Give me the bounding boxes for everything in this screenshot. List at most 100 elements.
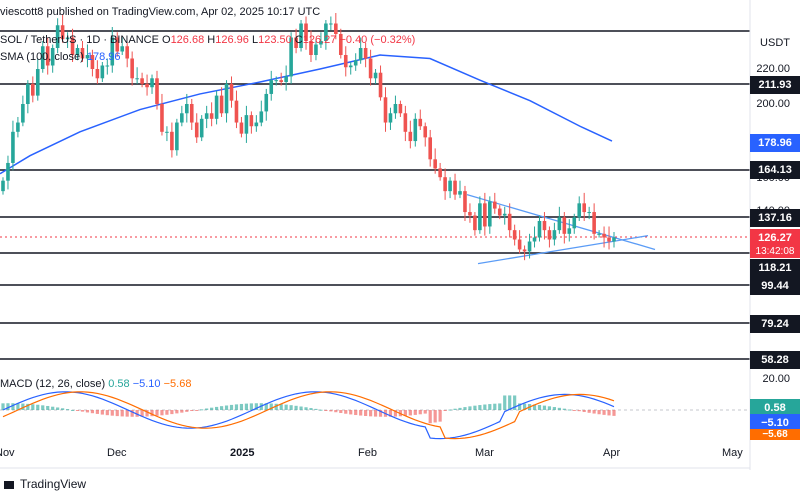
candle-body bbox=[378, 72, 383, 98]
macd-hist-bar bbox=[557, 407, 561, 410]
candle-body bbox=[463, 191, 467, 213]
candle-body bbox=[110, 37, 115, 66]
time-label-feb: Feb bbox=[358, 447, 377, 459]
ohlc-c-label: C bbox=[294, 34, 303, 46]
macd-hist-bar bbox=[453, 408, 457, 410]
macd-hist-bar bbox=[393, 410, 398, 417]
macd-hist-bar bbox=[219, 406, 224, 410]
candle-body bbox=[299, 23, 303, 48]
candle-body bbox=[130, 58, 134, 79]
sma-legend[interactable]: SMA (100, close) 178.96 bbox=[0, 51, 120, 63]
macd-hist-bar bbox=[413, 410, 417, 415]
candle-body bbox=[214, 95, 219, 119]
macd-hist-bar bbox=[388, 410, 393, 417]
macd-hist-bar bbox=[329, 410, 333, 412]
macd-hist-bar bbox=[373, 410, 378, 417]
macd-hist-bar bbox=[46, 405, 50, 410]
candle-body bbox=[458, 191, 462, 195]
tradingview-logo[interactable]: TradingView bbox=[4, 477, 86, 491]
level-tag-211: 211.93 bbox=[750, 76, 800, 94]
tradingview-logo-icon bbox=[4, 480, 14, 489]
candle-body bbox=[65, 37, 70, 40]
candle-body bbox=[448, 180, 452, 192]
macd-hist-bar bbox=[532, 404, 537, 410]
candle-body bbox=[135, 78, 139, 80]
candle-body bbox=[175, 122, 179, 151]
macd-hist-bar bbox=[105, 410, 109, 416]
macd-hist-bar bbox=[175, 410, 179, 414]
macd-hist-bar bbox=[503, 395, 507, 410]
macd-hist-bar bbox=[319, 409, 323, 411]
price-tag: 126.27 bbox=[750, 229, 800, 247]
macd-hist-bar bbox=[264, 403, 268, 410]
macd-hist-bar bbox=[522, 403, 527, 410]
macd-hist-bar bbox=[61, 408, 65, 410]
macd-hist-bar bbox=[552, 407, 556, 410]
candle-body bbox=[279, 80, 283, 83]
candle-body bbox=[443, 177, 447, 192]
ohlc-l-value: 123.50 bbox=[258, 34, 292, 46]
macd-hist-bar bbox=[269, 403, 273, 410]
macd-legend-signal: −5.68 bbox=[163, 378, 192, 390]
macd-line bbox=[2, 391, 615, 440]
candle-body bbox=[483, 203, 487, 227]
candle-body bbox=[547, 230, 552, 240]
macd-hist-bar bbox=[344, 410, 348, 414]
candle-body bbox=[522, 249, 527, 252]
candle-body bbox=[26, 83, 30, 104]
candle-body bbox=[497, 208, 502, 216]
candle-body bbox=[473, 215, 477, 231]
macd-legend-hist: 0.58 bbox=[108, 378, 130, 390]
candle-body bbox=[502, 213, 507, 216]
macd-hist-bar bbox=[254, 403, 258, 410]
macd-hist-bar bbox=[1, 403, 5, 410]
macd-hist-bar bbox=[11, 403, 15, 410]
candle-body bbox=[209, 113, 214, 119]
level-tag-58: 58.28 bbox=[750, 351, 800, 369]
candle-body bbox=[383, 97, 388, 123]
candle-body bbox=[189, 104, 194, 123]
macd-hist-bar bbox=[537, 405, 542, 410]
macd-hist-bar bbox=[483, 404, 487, 410]
macd-hist-bar bbox=[41, 405, 45, 410]
macd-hist-bar bbox=[289, 405, 293, 410]
candle-body bbox=[324, 23, 328, 41]
macd-hist-bar bbox=[120, 410, 124, 417]
candle-body bbox=[170, 131, 174, 151]
macd-hist-bar bbox=[210, 407, 214, 410]
candle-body bbox=[304, 23, 308, 41]
macd-hist-bar bbox=[498, 403, 502, 410]
candle-body bbox=[294, 37, 298, 48]
candle-body bbox=[6, 162, 10, 181]
macd-hist-bar bbox=[597, 410, 601, 415]
macd-hist-bar bbox=[463, 407, 467, 410]
macd-legend[interactable]: MACD (12, 26, close) 0.58 −5.10 −5.68 bbox=[0, 378, 191, 390]
candle-body bbox=[80, 48, 85, 59]
candle-body bbox=[453, 180, 457, 195]
macd-hist-bar bbox=[80, 410, 85, 412]
candle-body bbox=[408, 131, 413, 142]
macd-hist-bar bbox=[31, 404, 35, 410]
macd-legend-line: −5.10 bbox=[132, 378, 161, 390]
macd-hist-bar bbox=[339, 410, 343, 414]
sma-legend-label: SMA (100, close) bbox=[0, 51, 84, 63]
candle-body bbox=[239, 122, 244, 134]
candle-body bbox=[224, 83, 229, 114]
macd-hist-bar bbox=[364, 410, 368, 416]
candle-body bbox=[259, 111, 264, 123]
candle-body bbox=[567, 228, 572, 234]
candle-body bbox=[478, 203, 482, 231]
macd-hist-bar bbox=[428, 410, 432, 424]
macd-hist-bar bbox=[299, 406, 303, 410]
macd-hist-bar bbox=[56, 407, 60, 410]
candle-body bbox=[100, 65, 105, 79]
macd-hist-bar bbox=[423, 410, 427, 414]
candle-body bbox=[373, 72, 378, 79]
macd-hist-bar bbox=[567, 409, 571, 411]
symbol-name[interactable]: SOL / TetherUS · 1D · BINANCE bbox=[0, 34, 159, 46]
candle-body bbox=[512, 230, 517, 240]
candle-body bbox=[428, 137, 433, 160]
candle-body bbox=[572, 217, 577, 229]
macd-hist-bar bbox=[314, 408, 318, 410]
